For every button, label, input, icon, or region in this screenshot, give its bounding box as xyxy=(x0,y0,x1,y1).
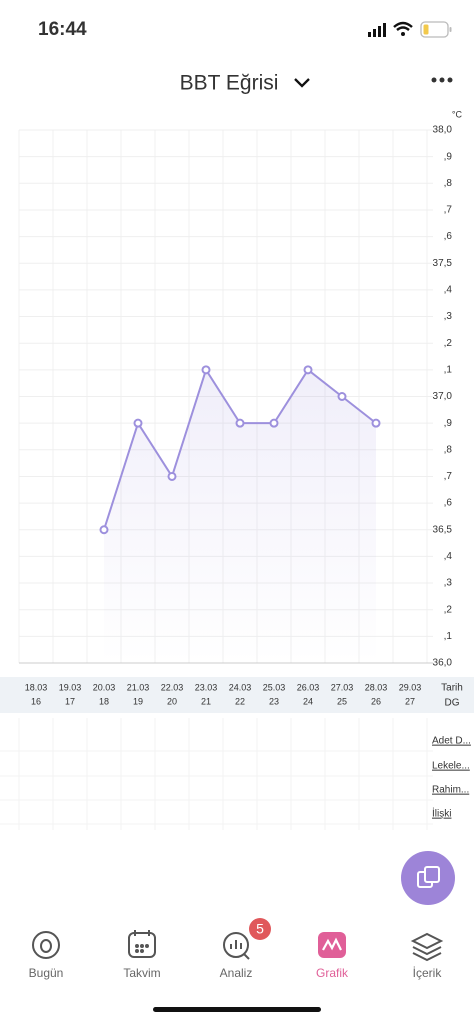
point xyxy=(167,471,177,481)
y-tick-label: ,3 xyxy=(444,311,453,322)
nav-label[interactable]: Bugün xyxy=(29,966,64,980)
cycle-day-label: 26 xyxy=(371,696,381,706)
y-tick-label: ,1 xyxy=(444,631,453,642)
x-tick-label: 18.03 xyxy=(25,682,48,692)
nav-label[interactable]: Analiz xyxy=(220,966,253,980)
point xyxy=(303,365,313,375)
cycle-day-label: 24 xyxy=(303,696,313,706)
point xyxy=(99,525,109,535)
y-tick-label: ,2 xyxy=(444,338,453,349)
badge-count: 5 xyxy=(256,921,264,937)
point xyxy=(235,418,245,428)
y-tick-label: ,6 xyxy=(444,498,453,509)
record-label[interactable]: Rahim... xyxy=(432,785,469,796)
y-tick-label: ,8 xyxy=(444,444,453,455)
point xyxy=(201,365,211,375)
cycle-day-label: 25 xyxy=(337,696,347,706)
nav-icon xyxy=(223,932,250,960)
y-tick-label: 38,0 xyxy=(433,125,453,136)
x-tick-label: 26.03 xyxy=(297,682,320,692)
nav-icon-active xyxy=(318,932,346,958)
record-label[interactable]: Lekele... xyxy=(432,761,470,772)
y-tick-label: ,1 xyxy=(444,364,453,375)
point xyxy=(371,418,381,428)
date-band xyxy=(0,677,474,713)
y-tick-label: ,4 xyxy=(444,285,453,296)
x-tick-label: 25.03 xyxy=(263,682,286,692)
point xyxy=(133,418,143,428)
y-tick-label: ,7 xyxy=(444,205,453,216)
record-label[interactable]: İlişki xyxy=(432,807,451,820)
more-menu[interactable] xyxy=(431,77,453,83)
y-tick-label: ,4 xyxy=(444,551,453,562)
row-label: Tarih xyxy=(441,683,463,694)
y-tick-label: ,7 xyxy=(444,471,453,482)
cycle-day-label: 19 xyxy=(133,696,143,706)
dropdown-chevron[interactable] xyxy=(294,78,310,88)
cycle-day-label: 27 xyxy=(405,696,415,706)
x-tick-label: 20.03 xyxy=(93,682,116,692)
nav-label[interactable]: Grafik xyxy=(316,966,349,980)
y-tick-label: ,9 xyxy=(444,151,453,162)
nav-icon xyxy=(32,931,60,959)
status-icons xyxy=(368,21,452,38)
y-tick-label: ,8 xyxy=(444,178,453,189)
x-tick-label: 29.03 xyxy=(399,682,422,692)
y-axis-label: °C xyxy=(452,109,463,119)
x-tick-label: 23.03 xyxy=(195,682,218,692)
y-tick-label: 36,0 xyxy=(433,658,453,669)
area xyxy=(104,369,376,663)
cycle-day-label: 21 xyxy=(201,696,211,706)
cycle-day-label: 16 xyxy=(31,696,41,706)
x-tick-label: 19.03 xyxy=(59,682,82,692)
bottom-nav: 5 Bugün Takvim Analiz Grafik İçerik xyxy=(29,918,444,980)
nav-icon xyxy=(128,930,156,958)
y-tick-label: ,9 xyxy=(444,418,453,429)
x-tick-label: 27.03 xyxy=(331,682,354,692)
header-title: BBT Eğrisi xyxy=(180,72,279,95)
x-tick-label: 21.03 xyxy=(127,682,150,692)
status-time: 16:44 xyxy=(38,19,87,40)
fab-icon xyxy=(417,866,440,888)
nav-icon xyxy=(410,932,444,962)
cycle-day-label: 18 xyxy=(99,696,109,706)
nav-label[interactable]: Takvim xyxy=(123,966,160,980)
y-tick-label: ,6 xyxy=(444,231,453,242)
cycle-day-label: 22 xyxy=(235,696,245,706)
x-tick-label: 28.03 xyxy=(365,682,388,692)
y-tick-label: ,3 xyxy=(444,578,453,589)
point xyxy=(337,392,347,401)
record-rows: Adet D... Lekele... Rahim... İlişki xyxy=(0,736,471,825)
cycle-day-label: 17 xyxy=(65,696,75,706)
cycle-day-label: 23 xyxy=(269,696,279,706)
y-tick-label: 37,0 xyxy=(433,391,453,402)
y-tick-label: ,2 xyxy=(444,604,453,615)
home-indicator xyxy=(153,1007,321,1012)
x-tick-label: 22.03 xyxy=(161,682,184,692)
x-tick-label: 24.03 xyxy=(229,682,252,692)
cycle-day-label: 20 xyxy=(167,696,177,706)
badge xyxy=(249,918,271,940)
record-label[interactable]: Adet D... xyxy=(432,736,471,747)
nav-label[interactable]: İçerik xyxy=(413,966,443,980)
bbt-chart: °C 38,0 ,9 ,8 ,7 ,6 37,5 ,4 ,3 ,2 ,1 37,0 ,9 ,8 ,7 ,6 36… xyxy=(18,109,463,830)
y-tick-label: 36,5 xyxy=(433,524,453,535)
point xyxy=(269,418,279,428)
row-label: DG xyxy=(445,698,460,709)
y-tick-label: 37,5 xyxy=(433,258,453,269)
